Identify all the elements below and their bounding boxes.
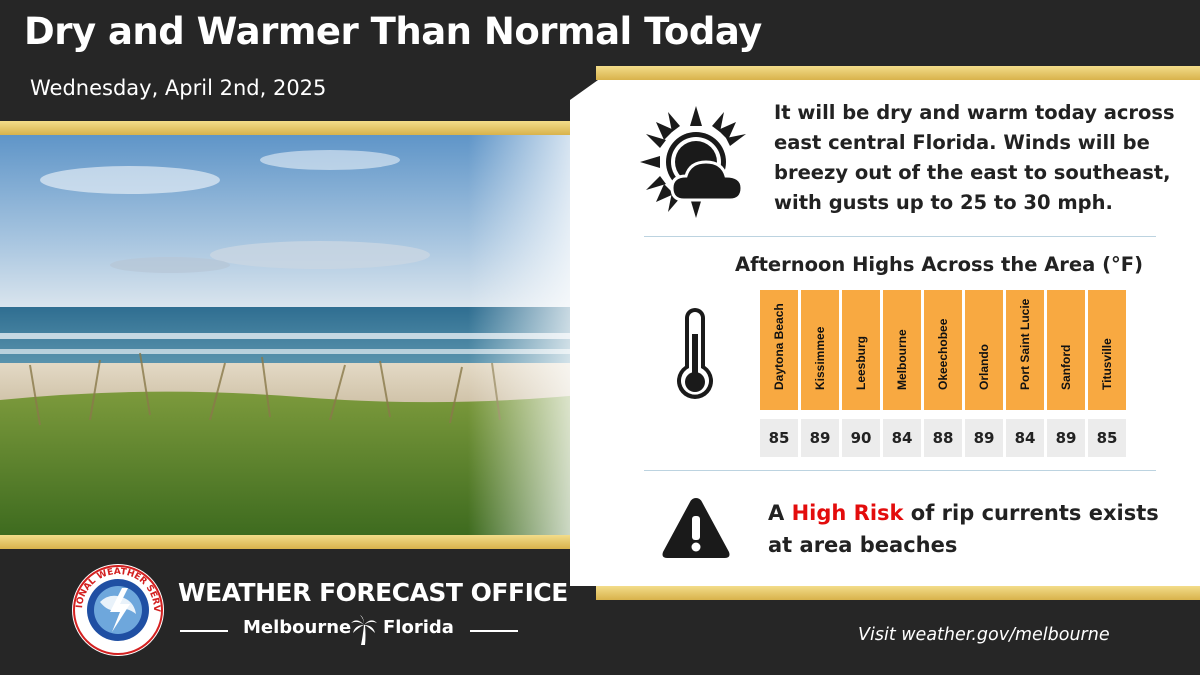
city-name: Melbourne [895, 329, 909, 390]
office-state: Florida [383, 617, 454, 638]
high-temperature: 85 [1088, 419, 1126, 457]
gold-band [0, 121, 600, 135]
highs-title: Afternoon Highs Across the Area (°F) [735, 253, 1143, 276]
partly-sunny-icon [640, 106, 746, 218]
high-temperature: 89 [1047, 419, 1085, 457]
divider [644, 470, 1156, 471]
gold-band [0, 535, 600, 549]
thermometer-icon [677, 308, 713, 399]
city-name: Orlando [977, 343, 991, 390]
city-name: Titusville [1100, 338, 1114, 390]
city-name: Leesburg [854, 335, 868, 390]
city-header-cell: Orlando [965, 290, 1003, 410]
high-temperature: 85 [760, 419, 798, 457]
city-header-cell: Titusville [1088, 290, 1126, 410]
city-name: Port Saint Lucie [1018, 298, 1032, 390]
palm-tree-icon [351, 615, 377, 645]
city-header-cell: Daytona Beach [760, 290, 798, 410]
high-temperature: 90 [842, 419, 880, 457]
city-header-cell: Melbourne [883, 290, 921, 410]
rip-current-statement: A High Risk of rip currents exists at ar… [768, 497, 1168, 561]
page-title: Dry and Warmer Than Normal Today [24, 10, 762, 53]
city-header-cell: Port Saint Lucie [1006, 290, 1044, 410]
high-temperature: 89 [801, 419, 839, 457]
warning-icon [662, 498, 730, 558]
city-name: Okeechobee [936, 318, 950, 390]
city-header-cell: Leesburg [842, 290, 880, 410]
city-header-cell: Kissimmee [801, 290, 839, 410]
city-name: Kissimmee [813, 326, 827, 390]
high-temperature: 89 [965, 419, 1003, 457]
divider-line [180, 630, 228, 632]
divider-line [470, 630, 518, 632]
office-title: WEATHER FORECAST OFFICE [178, 578, 568, 607]
office-city: Melbourne [243, 617, 352, 638]
rip-prefix: A [768, 501, 785, 525]
divider [644, 236, 1156, 237]
city-header-cell: Okeechobee [924, 290, 962, 410]
gold-band [596, 66, 1200, 80]
city-header-cell: Sanford [1047, 290, 1085, 410]
forecast-summary: It will be dry and warm today across eas… [774, 101, 1175, 214]
city-name: Daytona Beach [772, 303, 786, 390]
high-temperature: 84 [883, 419, 921, 457]
website-link[interactable]: Visit weather.gov/melbourne [858, 625, 1110, 645]
nws-logo: NATIONAL WEATHER SERVICE [70, 562, 164, 656]
office-location: Melbourne Florida [180, 615, 518, 645]
high-temperature: 84 [1006, 419, 1044, 457]
risk-level: High Risk [791, 501, 904, 525]
city-name: Sanford [1059, 344, 1073, 390]
rip-suffix: of rip currents exists at area beaches [768, 501, 1159, 557]
beach-photo [0, 135, 600, 535]
high-temperature: 88 [924, 419, 962, 457]
gold-band [596, 586, 1200, 600]
forecast-date: Wednesday, April 2nd, 2025 [30, 76, 327, 100]
